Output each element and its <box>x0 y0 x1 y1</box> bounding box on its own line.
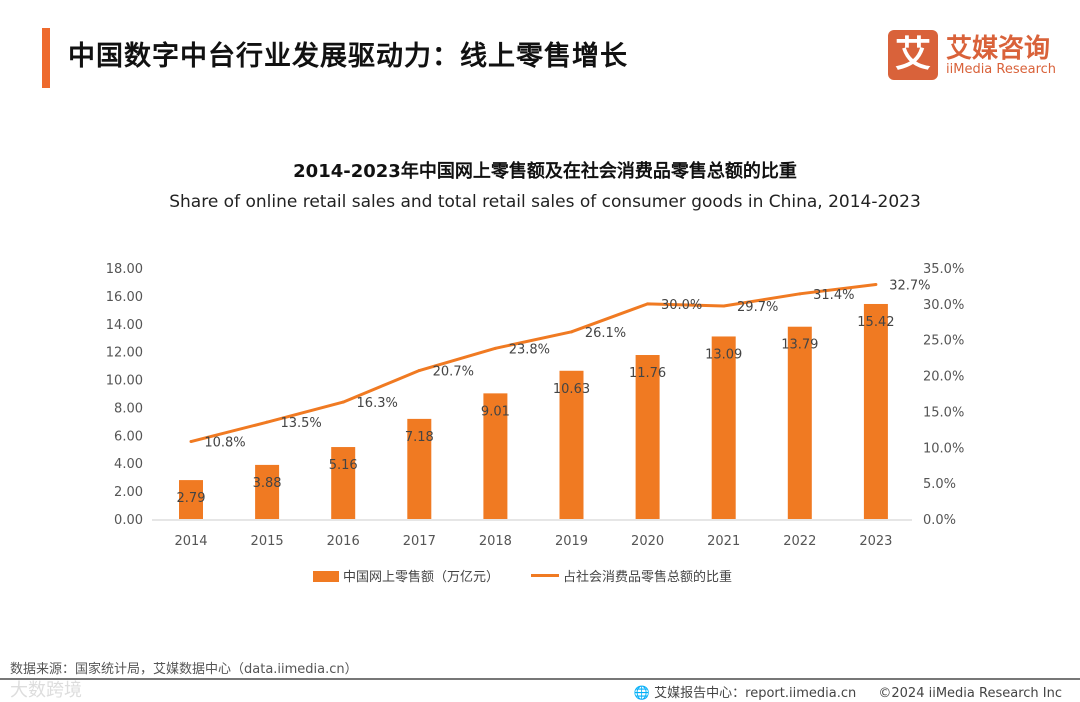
bar-label: 10.63 <box>553 382 590 397</box>
bar-label: 3.88 <box>253 476 282 491</box>
page-title: 中国数字中台行业发展驱动力：线上零售增长 <box>68 41 628 72</box>
copyright: ©2024 iiMedia Research Inc <box>878 686 1062 701</box>
y-left-tick: 16.00 <box>106 290 143 305</box>
bar <box>787 326 812 519</box>
bar <box>331 447 356 519</box>
line-point <box>265 420 269 424</box>
line-point <box>493 346 497 350</box>
y-left-tick: 6.00 <box>114 429 143 444</box>
x-tick: 2021 <box>707 534 740 549</box>
line-point <box>798 292 802 296</box>
y-right-tick: 10.0% <box>923 441 964 456</box>
legend-line-label: 占社会消费品零售总额的比重 <box>563 570 733 585</box>
logo-mark: 艾 <box>888 30 938 80</box>
bar-label: 13.79 <box>781 338 818 353</box>
y-left-tick: 12.00 <box>106 346 143 361</box>
line-label: 26.1% <box>585 326 626 341</box>
x-tick: 2015 <box>251 534 284 549</box>
line-label: 30.0% <box>661 298 702 313</box>
line-label: 31.4% <box>813 288 854 303</box>
globe-icon: 🌐 <box>633 686 651 701</box>
y-right-tick: 35.0% <box>923 262 964 277</box>
line-label: 29.7% <box>737 300 778 315</box>
line-point <box>570 330 573 334</box>
legend-line: 占社会消费品零售总额的比重 <box>531 566 732 585</box>
legend-line-swatch <box>531 574 559 577</box>
bar <box>559 370 584 519</box>
y-left-tick: 4.00 <box>114 457 143 472</box>
line-label: 10.8% <box>204 436 245 451</box>
y-left-tick: 10.00 <box>106 374 143 389</box>
legend-bar: 中国网上零售额（万亿元） <box>313 566 499 585</box>
footer-info: 🌐 艾媒报告中心：report.iimedia.cn ©2024 iiMedia… <box>634 682 1062 701</box>
bar <box>407 418 432 519</box>
y-left-tick: 0.00 <box>114 513 143 528</box>
share-line <box>190 283 877 444</box>
y-right-tick: 0.0% <box>923 513 956 528</box>
y-left-tick: 18.00 <box>106 262 143 277</box>
x-tick: 2019 <box>555 534 588 549</box>
y-left-tick: 2.00 <box>114 485 143 500</box>
line-point <box>722 304 726 308</box>
bar <box>255 464 280 519</box>
y-left-tick: 8.00 <box>114 401 143 416</box>
x-tick: 2016 <box>327 534 360 549</box>
x-tick: 2020 <box>631 534 664 549</box>
line-point <box>189 440 193 444</box>
y-right-tick: 5.0% <box>923 477 956 492</box>
chart-subtitle: Share of online retail sales and total r… <box>169 192 921 212</box>
legend-bar-label: 中国网上零售额（万亿元） <box>343 570 500 585</box>
bar <box>711 336 736 519</box>
line-label: 13.5% <box>280 416 321 431</box>
logo-cn: 艾媒咨询 <box>946 34 1051 64</box>
line-label: 32.7% <box>889 278 930 293</box>
bar-label: 2.79 <box>177 491 206 506</box>
data-source: 数据来源：国家统计局，艾媒数据中心（data.iimedia.cn） <box>10 662 358 677</box>
x-tick: 2017 <box>403 534 436 549</box>
chart-title: 2014-2023年中国网上零售额及在社会消费品零售总额的比重 <box>293 161 797 182</box>
logo-en: iiMedia Research <box>946 62 1057 77</box>
bar <box>863 303 888 519</box>
bar-label: 13.09 <box>705 347 742 362</box>
line-label: 20.7% <box>433 365 474 380</box>
y-right-tick: 15.0% <box>923 405 964 420</box>
bar-label: 9.01 <box>481 404 510 419</box>
title-accent-bar <box>42 28 50 88</box>
y-left-tick: 14.00 <box>106 318 143 333</box>
legend-bar-swatch <box>313 571 339 582</box>
line-point <box>646 302 650 306</box>
line-point <box>417 369 421 373</box>
y-right-tick: 25.0% <box>923 334 964 349</box>
report-link[interactable]: 艾媒报告中心：report.iimedia.cn <box>654 686 857 701</box>
x-tick: 2023 <box>859 534 892 549</box>
bar <box>635 355 660 519</box>
footer-divider <box>0 678 1080 680</box>
line-point <box>341 400 345 404</box>
y-right-tick: 20.0% <box>923 370 964 385</box>
bar-label: 7.18 <box>405 430 434 445</box>
x-tick: 2014 <box>174 534 207 549</box>
line-label: 23.8% <box>509 342 550 357</box>
x-tick: 2018 <box>479 534 512 549</box>
y-right-tick: 30.0% <box>923 298 964 313</box>
line-label: 16.3% <box>357 396 398 411</box>
bar-label: 15.42 <box>857 315 894 330</box>
bar <box>179 480 203 519</box>
line-point <box>874 282 878 286</box>
bar-label: 11.76 <box>629 366 666 381</box>
bar-label: 5.16 <box>329 458 358 473</box>
bar <box>483 393 508 519</box>
watermark: 大数跨境 <box>10 680 82 701</box>
x-tick: 2022 <box>783 534 816 549</box>
iimedia-logo: 艾 艾媒咨询 iiMedia Research <box>888 30 1078 80</box>
